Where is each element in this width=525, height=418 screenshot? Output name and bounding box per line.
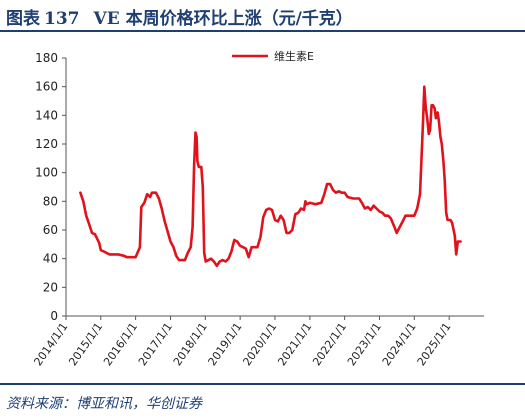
figure-number: 137 (44, 9, 80, 29)
x-tick-label: 2018/1/1 (171, 320, 210, 368)
series-line-vitamin-e (79, 85, 462, 268)
x-tick-label: 2024/1/1 (380, 320, 419, 368)
x-tick-label: 2014/1/1 (31, 320, 70, 368)
source-note: 资料来源：博亚和讯，华创证券 (6, 396, 202, 412)
line-chart: 0 20 40 60 80 100 120 140 160 180 2014/1/12015/1/1… (31, 49, 484, 368)
footer-rule (0, 383, 525, 385)
y-tick-label: 160 (35, 80, 58, 94)
y-tick-label: 60 (43, 223, 58, 237)
x-tick-label: 2022/1/1 (310, 320, 349, 368)
x-tick-label: 2017/1/1 (136, 320, 175, 368)
x-tick-label: 2023/1/1 (345, 320, 384, 368)
y-tick-label: 20 (43, 280, 58, 294)
y-tick-label: 140 (35, 108, 58, 122)
x-tick-label: 2016/1/1 (101, 320, 140, 368)
x-tick-label: 2019/1/1 (206, 320, 245, 368)
title-rule (0, 30, 525, 32)
y-tick-label: 120 (35, 137, 58, 151)
x-tick-label: 2021/1/1 (275, 320, 314, 368)
y-tick-label: 180 (35, 51, 58, 65)
y-tick-label: 40 (43, 252, 58, 266)
y-tick-label: 80 (43, 194, 58, 208)
x-tick-label: 2020/1/1 (240, 320, 279, 368)
y-tick-label: 100 (35, 166, 58, 180)
figure-prefix: 图表 (6, 9, 40, 29)
figure-title-text: VE 本周价格环比上涨（元/千克） (93, 9, 353, 29)
x-tick-label: 2025/1/1 (415, 320, 454, 368)
x-tick-label: 2015/1/1 (66, 320, 105, 368)
legend-label: 维生素E (274, 49, 314, 63)
figure-title: 图表 137 VE 本周价格环比上涨（元/千克） (6, 4, 353, 29)
y-tick-label: 0 (50, 309, 58, 323)
